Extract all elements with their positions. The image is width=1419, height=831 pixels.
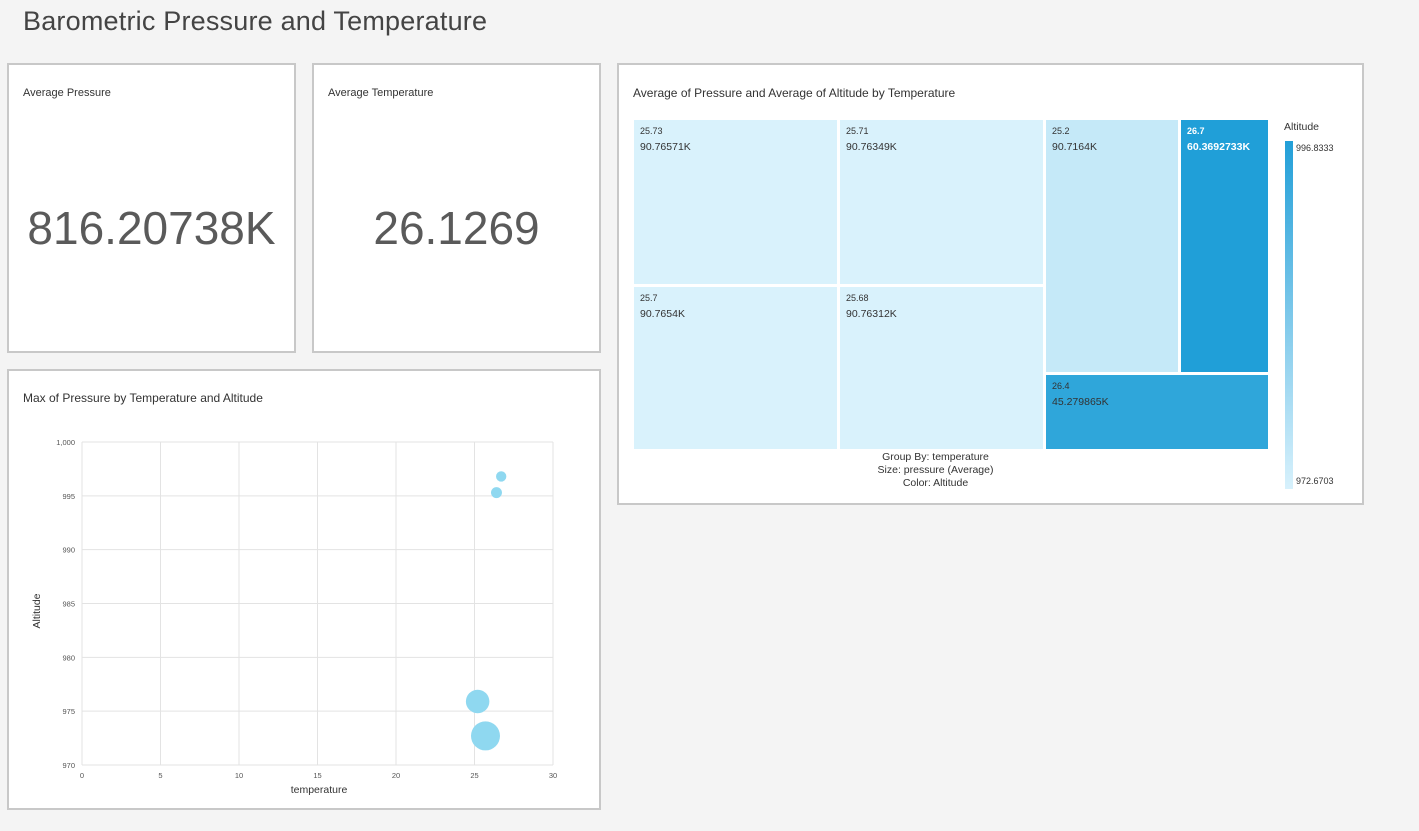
y-tick-label: 985 bbox=[62, 600, 75, 609]
treemap-cell-category: 26.7 bbox=[1187, 126, 1205, 136]
treemap-cell-value: 60.3692733K bbox=[1187, 141, 1251, 153]
legend-max-label: 996.8333 bbox=[1296, 143, 1334, 153]
average-pressure-card[interactable]: Average Pressure 816.20738K bbox=[7, 63, 296, 353]
x-tick-label: 25 bbox=[470, 771, 478, 780]
treemap-cell-category: 25.71 bbox=[846, 126, 869, 136]
treemap-cell-category: 25.68 bbox=[846, 293, 869, 303]
treemap-cell-value: 90.76349K bbox=[846, 141, 897, 153]
legend-color-scale bbox=[1285, 141, 1293, 489]
treemap-cell-value: 90.7654K bbox=[640, 308, 685, 320]
treemap-cell-value: 90.76312K bbox=[846, 308, 897, 320]
card-value: 816.20738K bbox=[27, 202, 276, 254]
treemap-footer: Group By: temperature Size: pressure (Av… bbox=[619, 451, 1252, 490]
treemap-footer-line: Size: pressure (Average) bbox=[877, 464, 994, 476]
x-tick-label: 30 bbox=[549, 771, 557, 780]
treemap-cell[interactable]: 26.7 60.3692733K bbox=[1181, 120, 1268, 372]
x-tick-label: 15 bbox=[313, 771, 321, 780]
y-tick-label: 975 bbox=[62, 707, 75, 716]
scatter-chart[interactable]: 970 975 980 985 990 995 1,000 0 5 10 15 20 25 30 tem… bbox=[9, 371, 599, 808]
treemap-footer-line: Group By: temperature bbox=[882, 451, 989, 463]
y-tick-label: 990 bbox=[62, 546, 75, 555]
treemap-cell-value: 90.76571K bbox=[640, 141, 691, 153]
legend-min-label: 972.6703 bbox=[1296, 476, 1334, 486]
data-points bbox=[465, 471, 507, 751]
x-tick-label: 10 bbox=[235, 771, 243, 780]
scatter-point[interactable] bbox=[465, 689, 490, 714]
y-tick-label: 995 bbox=[62, 492, 75, 501]
chart-title: Max of Pressure by Temperature and Altit… bbox=[23, 391, 263, 405]
card-title: Average Temperature bbox=[328, 87, 434, 99]
x-tick-label: 5 bbox=[158, 771, 162, 780]
page-title: Barometric Pressure and Temperature bbox=[23, 6, 488, 36]
treemap-cell[interactable]: 25.68 90.76312K bbox=[840, 287, 1043, 449]
scatter-chart-tile[interactable]: Max of Pressure by Temperature and Altit… bbox=[7, 369, 601, 810]
scatter-point[interactable] bbox=[496, 471, 507, 482]
chart-title: Average of Pressure and Average of Altit… bbox=[633, 86, 956, 100]
x-tick-label: 20 bbox=[392, 771, 400, 780]
treemap-cell[interactable]: 25.7 90.7654K bbox=[634, 287, 837, 449]
treemap-footer-line: Color: Altitude bbox=[902, 477, 969, 489]
y-tick-label: 980 bbox=[62, 653, 75, 662]
y-axis-ticks: 970 975 980 985 990 995 1,000 bbox=[56, 438, 75, 770]
treemap-cell[interactable]: 26.4 45.279865K bbox=[1046, 375, 1268, 449]
average-temperature-card[interactable]: Average Temperature 26.1269 bbox=[312, 63, 601, 353]
y-tick-label: 970 bbox=[62, 761, 75, 770]
y-tick-label: 1,000 bbox=[56, 438, 75, 447]
treemap-cell-value: 45.279865K bbox=[1052, 396, 1109, 408]
chart-gridlines bbox=[81, 441, 554, 766]
x-axis-label: temperature bbox=[291, 784, 348, 796]
x-axis-ticks: 0 5 10 15 20 25 30 bbox=[80, 771, 557, 780]
treemap-cell-value: 90.7164K bbox=[1052, 141, 1097, 153]
treemap-cell-category: 25.73 bbox=[640, 126, 663, 136]
treemap-chart-tile[interactable]: Average of Pressure and Average of Altit… bbox=[617, 63, 1364, 505]
scatter-point[interactable] bbox=[470, 721, 500, 751]
treemap-cell[interactable]: 25.71 90.76349K bbox=[840, 120, 1043, 284]
scatter-point[interactable] bbox=[491, 487, 502, 499]
y-axis-label: Altitude bbox=[31, 593, 43, 628]
x-tick-label: 0 bbox=[80, 771, 84, 780]
treemap-cell[interactable]: 25.2 90.7164K bbox=[1046, 120, 1178, 372]
treemap-cell-category: 25.2 bbox=[1052, 126, 1070, 136]
card-title: Average Pressure bbox=[23, 87, 111, 99]
treemap-cell[interactable]: 25.73 90.76571K bbox=[634, 120, 837, 284]
treemap-cell-category: 26.4 bbox=[1052, 381, 1070, 391]
treemap-cell-category: 25.7 bbox=[640, 293, 658, 303]
card-value: 26.1269 bbox=[373, 202, 540, 254]
legend-title: Altitude bbox=[1284, 121, 1320, 133]
